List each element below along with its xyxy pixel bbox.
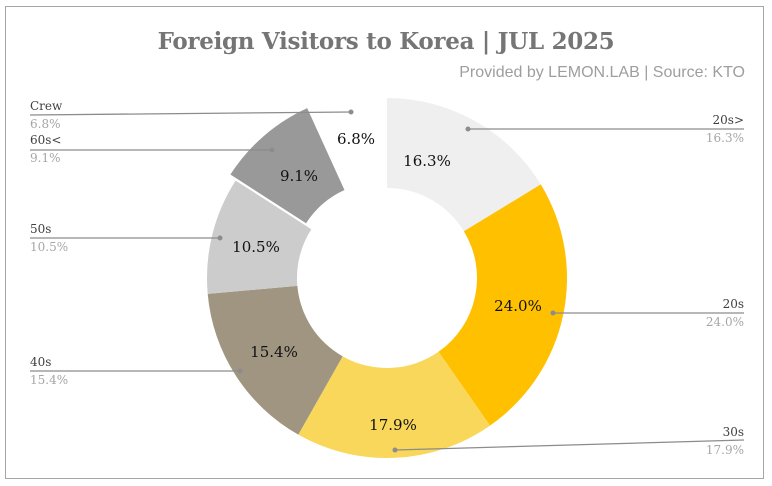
donut-slice (207, 180, 312, 294)
donut-slice (207, 285, 343, 435)
leader-dot (217, 235, 223, 241)
slice-value-60s-over: 9.1% (279, 167, 319, 185)
legend-value-20s: 24.0% (705, 315, 744, 329)
legend-label-30s: 30s (722, 425, 744, 439)
donut-slice (298, 351, 491, 459)
chart-frame (5, 6, 764, 479)
leader-line (394, 439, 745, 451)
slice-value-crew: 6.8% (336, 130, 376, 148)
legend-label-20s-under: 20s> (712, 113, 744, 127)
donut-slice (438, 184, 567, 426)
leader-dot (269, 147, 275, 153)
chart-title: Foreign Visitors to Korea | JUL 2025 (157, 28, 615, 55)
leader-lines (29, 109, 745, 453)
leader-dot (348, 109, 354, 115)
legend-label-40s: 40s (30, 355, 52, 369)
chart-subtitle: Provided by LEMON.LAB | Source: KTO (459, 64, 745, 81)
donut-slice (387, 98, 541, 232)
legend-value-30s: 17.9% (705, 443, 744, 457)
legend-value-40s: 15.4% (30, 373, 69, 387)
legend-value-crew: 6.8% (30, 117, 61, 131)
leader-dot (550, 310, 556, 316)
slice-value-50s: 10.5% (232, 238, 280, 256)
legend-value-50s: 10.5% (30, 240, 69, 254)
legend-value-60s-over: 9.1% (30, 151, 61, 165)
legend-value-20s-under: 16.3% (705, 131, 744, 145)
leader-dot (392, 447, 398, 453)
slice-value-40s: 15.4% (250, 343, 298, 361)
slice-value-30s: 17.9% (369, 416, 417, 434)
slice-value-20s-under: 16.3% (403, 152, 451, 170)
leader-dot (465, 126, 471, 132)
legend-label-50s: 50s (30, 222, 52, 236)
slice-value-20s: 24.0% (494, 297, 542, 315)
leader-dot (237, 368, 243, 374)
leader-line (29, 111, 352, 116)
donut-slice (312, 98, 387, 197)
legend-label-60s-over: 60s< (30, 133, 62, 147)
legend-label-20s: 20s (722, 297, 744, 311)
donut-slice (230, 108, 345, 224)
donut-slices (207, 98, 567, 459)
legend-label-crew: Crew (30, 99, 63, 113)
